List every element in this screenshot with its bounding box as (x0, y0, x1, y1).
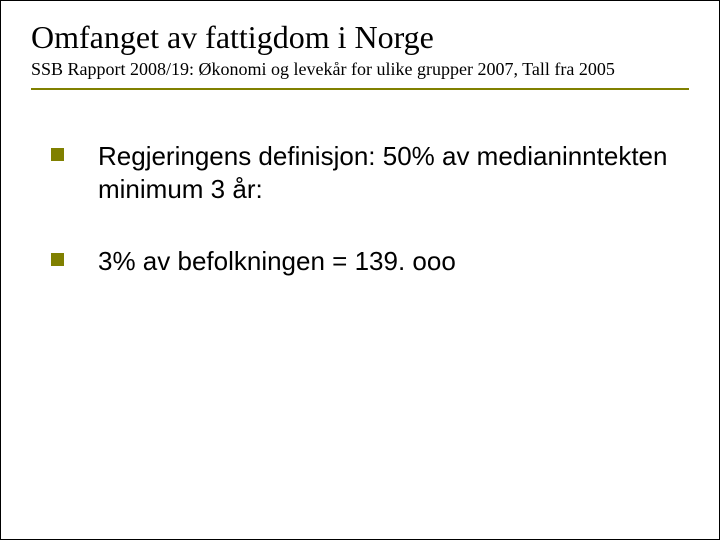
bullet-text: Regjeringens definisjon: 50% av medianin… (98, 140, 689, 205)
square-bullet-icon (51, 253, 64, 266)
slide: Omfanget av fattigdom i Norge SSB Rappor… (1, 1, 719, 348)
list-item: Regjeringens definisjon: 50% av medianin… (51, 140, 689, 205)
bullet-list: Regjeringens definisjon: 50% av medianin… (31, 140, 689, 278)
slide-title: Omfanget av fattigdom i Norge (31, 19, 689, 56)
square-bullet-icon (51, 148, 64, 161)
slide-subtitle: SSB Rapport 2008/19: Økonomi og levekår … (31, 58, 689, 81)
title-underline (31, 88, 689, 90)
bullet-text: 3% av befolkningen = 139. ooo (98, 245, 456, 278)
list-item: 3% av befolkningen = 139. ooo (51, 245, 689, 278)
